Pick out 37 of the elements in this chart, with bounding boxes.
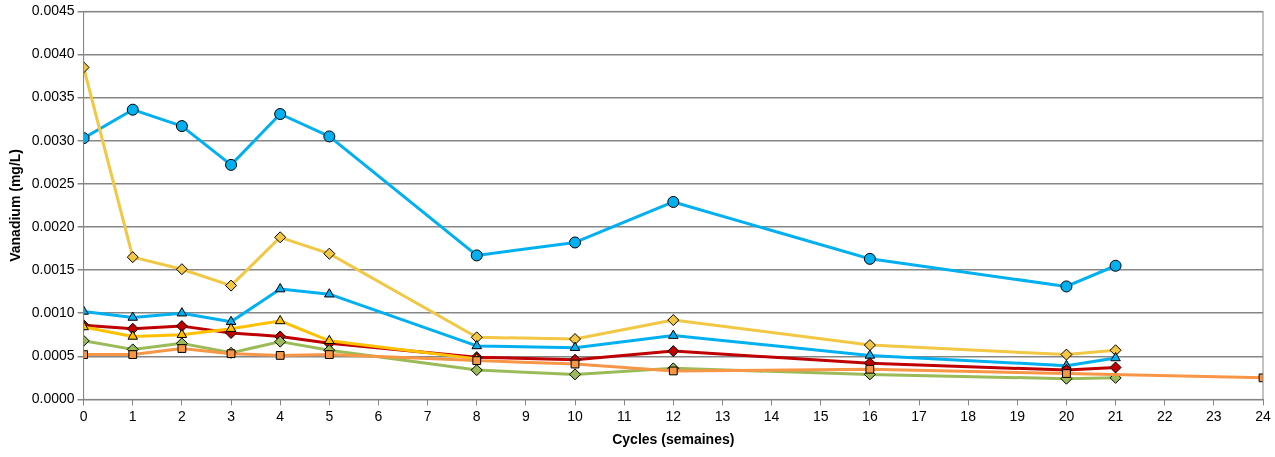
- y-tick-label: 0.0040: [31, 45, 75, 62]
- x-tick-label: 9: [521, 407, 530, 424]
- x-tick-label: 7: [423, 407, 432, 424]
- x-tick-label: 18: [960, 407, 977, 424]
- x-axis-title: Cycles (semaines): [612, 431, 735, 448]
- x-tick-label: 1: [128, 407, 137, 424]
- x-tick-label: 17: [911, 407, 928, 424]
- x-tick-label: 2: [178, 407, 186, 424]
- y-tick-label: 0.0010: [31, 304, 75, 321]
- x-tick-label: 11: [616, 407, 632, 424]
- y-tick-label: 0.0025: [31, 174, 75, 191]
- x-tick-label: 15: [812, 407, 829, 424]
- y-tick-label: 0.0020: [31, 217, 75, 234]
- x-tick-label: 0: [79, 407, 88, 424]
- x-tick-label: 5: [325, 407, 334, 424]
- x-tick-label: 3: [227, 407, 236, 424]
- x-tick-label: 21: [1107, 407, 1124, 424]
- y-tick-label: 0.0000: [31, 390, 75, 407]
- x-tick-label: 4: [276, 407, 285, 424]
- y-tick-label: 0.0005: [31, 347, 75, 364]
- y-tick-label: 0.0045: [31, 2, 75, 19]
- y-tick-label: 0.0035: [31, 88, 75, 105]
- x-tick-label: 10: [567, 407, 584, 424]
- x-tick-label: 19: [1009, 407, 1026, 424]
- x-tick-label: 14: [763, 407, 780, 424]
- y-axis-title: Vanadium (mg/L): [7, 149, 24, 262]
- x-tick-label: 6: [374, 407, 383, 424]
- x-tick-label: 20: [1058, 407, 1075, 424]
- x-tick-label: 24: [1255, 407, 1271, 424]
- x-tick-label: 12: [665, 407, 682, 424]
- y-tick-label: 0.0030: [31, 131, 75, 148]
- x-tick-label: 23: [1206, 407, 1222, 424]
- x-tick-label: 8: [472, 407, 481, 424]
- x-tick-label: 16: [862, 407, 878, 424]
- x-tick-label: 13: [714, 407, 731, 424]
- x-tick-label: 22: [1156, 407, 1173, 424]
- y-tick-label: 0.0015: [31, 260, 75, 277]
